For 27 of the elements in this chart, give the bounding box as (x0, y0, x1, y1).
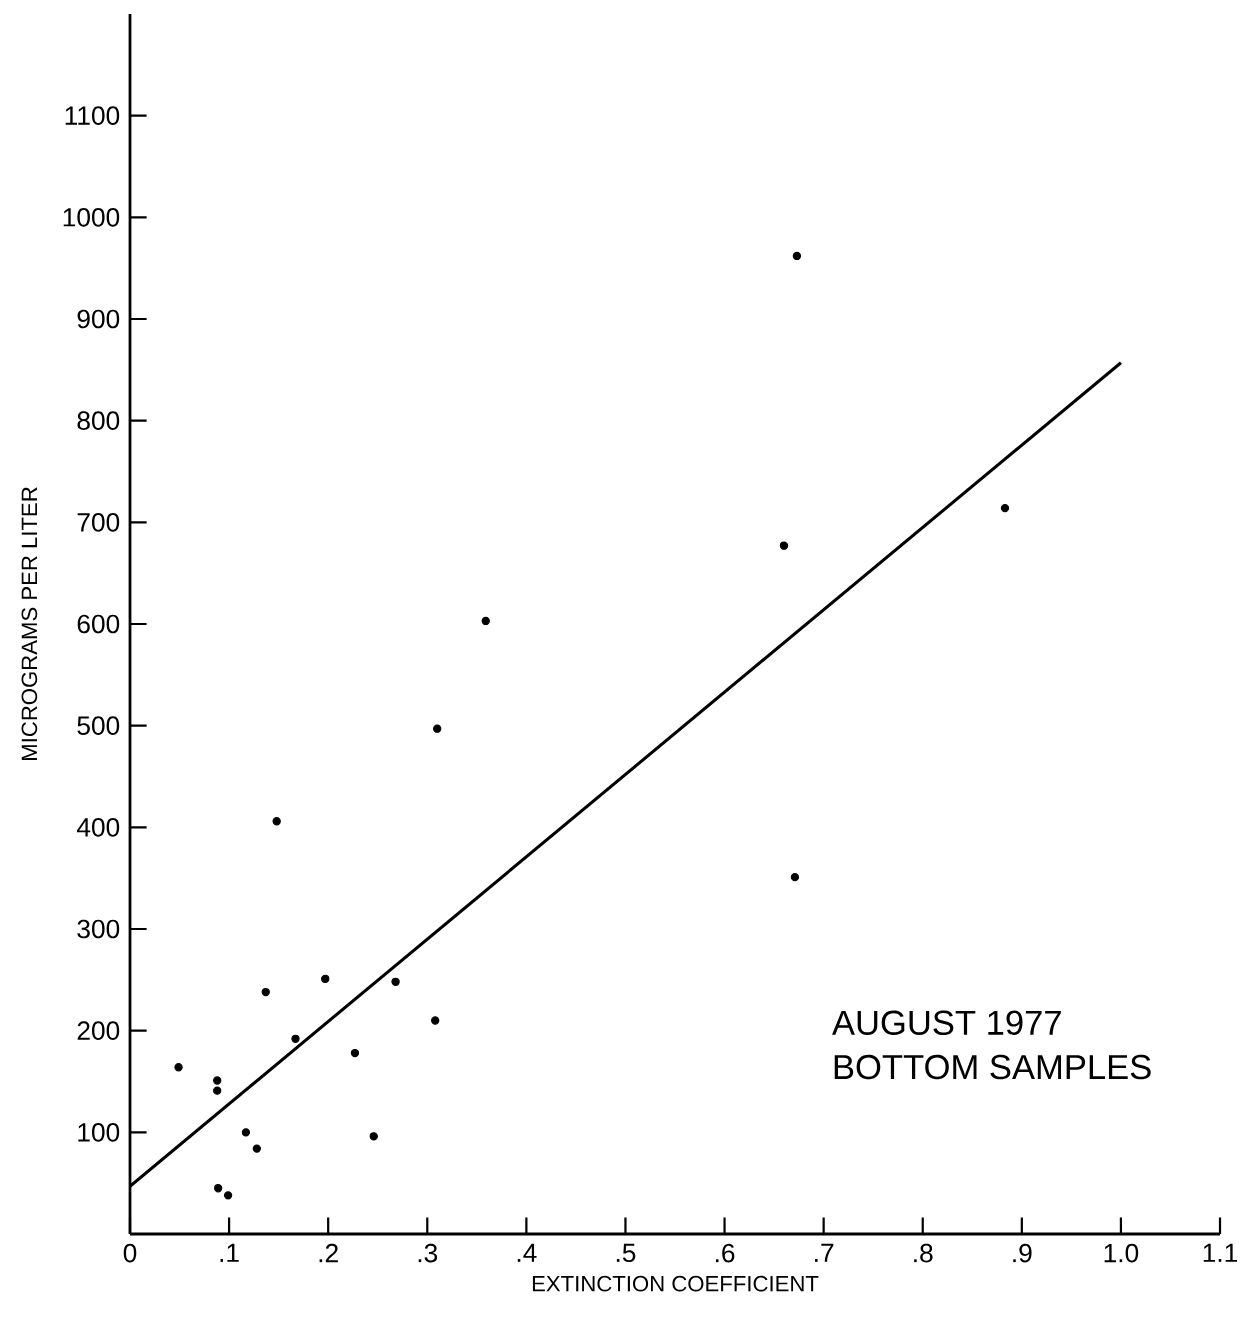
x-tick-label: .6 (715, 1243, 735, 1263)
x-tick-label: 0 (123, 1243, 137, 1263)
x-tick-label: .8 (914, 1243, 933, 1263)
y-axis-title: MICROGRAMS PER LITER (21, 487, 38, 760)
x-tick-label: .2 (319, 1243, 338, 1263)
x-tick-label: .1 (220, 1243, 239, 1262)
y-tick-label: 800 (77, 411, 120, 430)
y-tick-label: 200 (77, 1021, 120, 1040)
y-tick-label: 1100 (65, 106, 120, 125)
y-tick-label: 400 (76, 818, 120, 837)
annotation: AUGUST 1977 (832, 1010, 1061, 1036)
y-tick-label: 100 (78, 1123, 120, 1142)
x-tick-label: .5 (616, 1243, 636, 1263)
y-tick-label: 500 (77, 716, 120, 735)
x-tick-label: .9 (1013, 1243, 1032, 1263)
y-tick-label: 700 (77, 513, 120, 532)
y-tick-label: 1000 (63, 208, 120, 227)
x-tick-label: .4 (517, 1243, 537, 1262)
x-tick-label: .3 (418, 1243, 438, 1263)
x-tick-label: 1.1 (1203, 1243, 1237, 1262)
x-tick-label: 1.0 (1104, 1243, 1139, 1263)
x-tick-label: .7 (815, 1243, 834, 1262)
annotation: BOTTOM SAMPLES (834, 1054, 1151, 1080)
y-tick-label: 900 (77, 309, 120, 329)
y-tick-label: 600 (77, 614, 120, 634)
y-tick-label: 300 (77, 919, 120, 939)
x-axis-title: EXTINCTION COEFFICIENT (532, 1275, 819, 1292)
